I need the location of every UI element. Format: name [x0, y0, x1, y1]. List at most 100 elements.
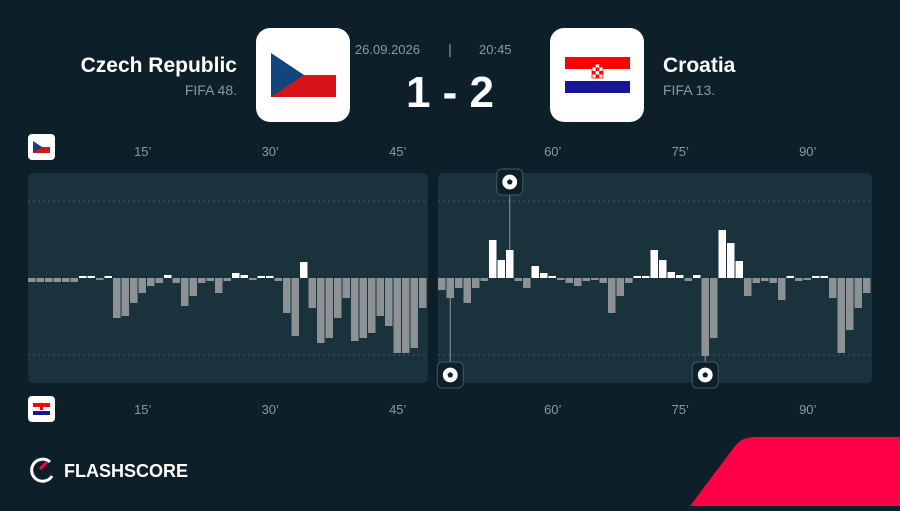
momentum-bar	[385, 278, 393, 326]
ball-patch	[447, 372, 454, 378]
x-tick-label: 45’	[389, 144, 406, 159]
momentum-bar	[650, 250, 658, 278]
momentum-bar	[735, 261, 743, 278]
corner-accent	[690, 437, 900, 506]
momentum-bar	[121, 278, 129, 316]
momentum-bar	[189, 278, 197, 296]
momentum-bar	[376, 278, 384, 316]
momentum-bar	[718, 230, 726, 278]
momentum-bar	[608, 278, 616, 313]
momentum-bar	[514, 278, 522, 281]
momentum-bar	[45, 278, 53, 282]
momentum-bar	[701, 278, 709, 356]
momentum-bar	[257, 276, 265, 278]
momentum-bar	[463, 278, 471, 303]
x-tick-label: 90’	[799, 402, 816, 417]
momentum-bar	[846, 278, 854, 330]
momentum-bar	[591, 278, 599, 280]
logo-icon	[30, 457, 54, 483]
momentum-bar	[506, 250, 514, 278]
momentum-bar	[795, 278, 803, 281]
momentum-bar	[761, 278, 769, 281]
momentum-bar	[659, 260, 667, 278]
momentum-bar	[438, 278, 446, 290]
momentum-bar	[803, 278, 811, 280]
momentum-bar	[300, 262, 308, 278]
croatia-flag	[565, 57, 630, 93]
czech-flag	[271, 53, 336, 97]
momentum-bar	[574, 278, 582, 286]
momentum-bar	[274, 278, 282, 281]
brand: FLASHSCORE	[64, 461, 188, 481]
momentum-bar	[215, 278, 223, 293]
x-tick-label: 30’	[262, 144, 279, 159]
momentum-bar	[317, 278, 325, 343]
momentum-bar	[334, 278, 342, 318]
match-date: 26.09.2026	[355, 42, 420, 57]
momentum-bar	[147, 278, 155, 286]
momentum-bar	[565, 278, 573, 283]
x-tick-label: 75’	[672, 402, 689, 417]
momentum-bar	[223, 278, 231, 281]
momentum-bar	[87, 276, 95, 278]
x-tick-label: 15’	[134, 144, 151, 159]
away-rank: FIFA 13.	[663, 82, 715, 98]
momentum-bar	[351, 278, 359, 341]
momentum-bar	[786, 276, 794, 278]
momentum-bar	[28, 278, 36, 282]
x-tick-label: 45’	[389, 402, 406, 417]
x-tick-label: 75’	[672, 144, 689, 159]
momentum-bar	[727, 243, 735, 278]
czech-flag-small	[33, 141, 50, 153]
momentum-bar	[240, 275, 248, 278]
momentum-bar	[625, 278, 633, 283]
momentum-bar	[206, 278, 214, 281]
momentum-bar	[291, 278, 299, 336]
momentum-bar	[368, 278, 376, 333]
momentum-bar	[393, 278, 401, 353]
momentum-bar	[710, 278, 718, 338]
momentum-bar	[769, 278, 777, 283]
score: 1 - 2	[406, 68, 494, 117]
momentum-bar	[489, 240, 497, 278]
momentum-bar	[829, 278, 837, 298]
momentum-bar	[497, 260, 505, 278]
momentum-bar	[283, 278, 291, 313]
momentum-bar	[249, 278, 257, 280]
momentum-bar	[540, 273, 548, 278]
momentum-bar	[446, 278, 454, 298]
momentum-bar	[480, 278, 488, 281]
ball-patch	[702, 372, 709, 378]
momentum-bar	[172, 278, 180, 283]
momentum-bar	[342, 278, 350, 298]
momentum-bar	[684, 278, 692, 281]
goal-marker	[691, 361, 719, 389]
momentum-bar	[820, 276, 828, 278]
momentum-bar	[138, 278, 146, 293]
momentum-bar	[778, 278, 786, 300]
croatia-flag-small	[33, 403, 50, 415]
momentum-bar	[79, 276, 87, 278]
momentum-bar	[472, 278, 480, 288]
momentum-bar	[667, 272, 675, 278]
momentum-bar	[752, 278, 760, 283]
x-tick-label: 60’	[544, 144, 561, 159]
momentum-bar	[854, 278, 862, 308]
momentum-bar	[402, 278, 410, 353]
momentum-bar	[70, 278, 78, 282]
home-name: Czech Republic	[81, 54, 238, 77]
momentum-bar	[308, 278, 316, 308]
goal-marker	[436, 361, 464, 389]
ball-patch	[506, 179, 513, 185]
momentum-bar	[812, 276, 820, 278]
goal-marker	[496, 168, 524, 196]
momentum-bar	[633, 276, 641, 278]
momentum-bar	[616, 278, 624, 296]
x-tick-label: 60’	[544, 402, 561, 417]
momentum-bar	[582, 278, 590, 281]
match-time: 20:45	[479, 42, 512, 57]
momentum-bar	[419, 278, 427, 308]
momentum-bar	[523, 278, 531, 288]
momentum-bar	[96, 278, 104, 280]
